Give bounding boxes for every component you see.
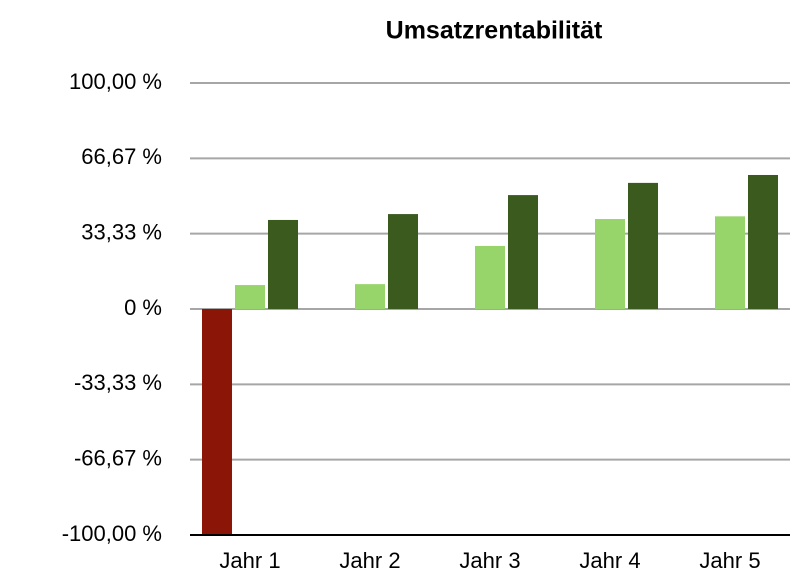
- bar: [595, 219, 625, 309]
- x-tick-label: Jahr 3: [459, 548, 520, 573]
- bar: [388, 214, 418, 309]
- y-tick-label: 33,33 %: [81, 219, 162, 244]
- y-tick-label: 66,67 %: [81, 144, 162, 169]
- chart-title: Umsatzrentabilität: [386, 17, 603, 45]
- y-tick-label: 100,00 %: [69, 69, 162, 94]
- y-tick-label: -100,00 %: [62, 521, 162, 546]
- x-tick-label: Jahr 2: [339, 548, 400, 573]
- bar: [508, 195, 538, 309]
- bar: [355, 284, 385, 309]
- bar: [628, 182, 658, 309]
- bar: [268, 219, 298, 309]
- y-tick-label: -33,33 %: [74, 370, 162, 395]
- bar: [235, 285, 265, 309]
- y-tick-label: 0 %: [124, 295, 162, 320]
- y-tick-label: -66,67 %: [74, 445, 162, 470]
- bar: [715, 216, 745, 309]
- x-tick-label: Jahr 4: [579, 548, 640, 573]
- x-tick-label: Jahr 1: [219, 548, 280, 573]
- bar: [748, 174, 778, 309]
- bar: [475, 245, 505, 309]
- bar: [202, 309, 232, 535]
- x-tick-label: Jahr 5: [699, 548, 760, 573]
